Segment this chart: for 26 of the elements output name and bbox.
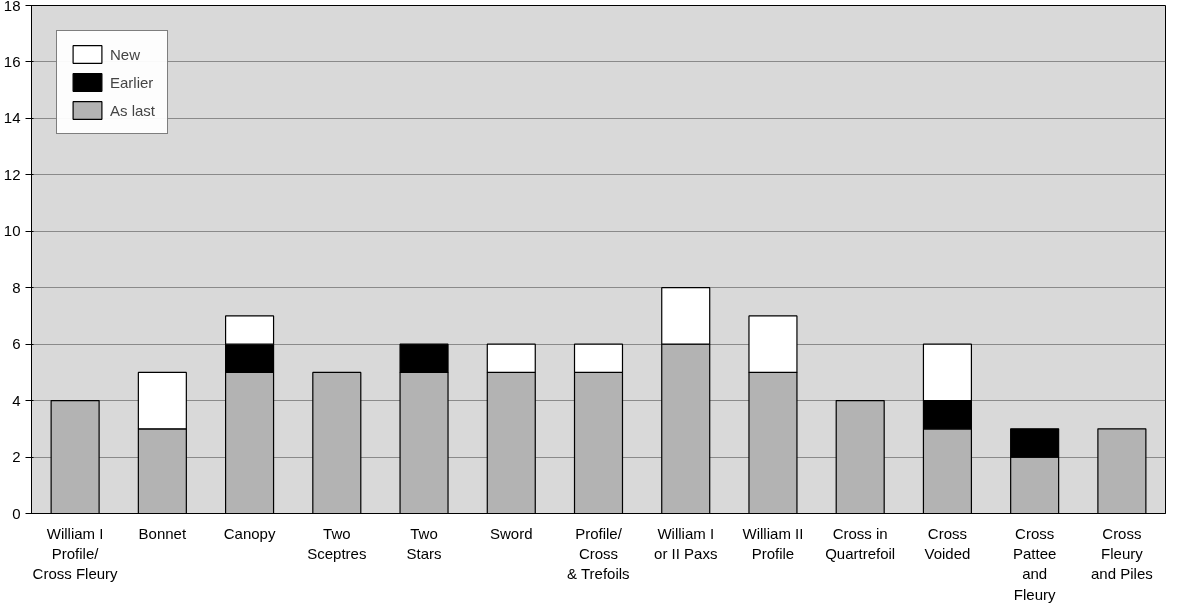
y-tick-label: 18 [3, 0, 21, 14]
y-tick-label: 2 [12, 448, 21, 466]
legend-label: As last [110, 101, 156, 119]
x-tick-label: Two Sceptres [307, 524, 367, 562]
y-tick-label: 16 [3, 52, 21, 70]
y-tick-label: 12 [3, 165, 21, 183]
x-tick-label: Two Stars [406, 524, 442, 562]
x-tick-label: William I or II Paxs [654, 524, 718, 562]
x-tick-label: Cross Voided [924, 524, 971, 562]
x-tick-label: Canopy [223, 524, 276, 542]
y-tick-label: 6 [12, 335, 21, 353]
x-tick-label: William II Profile [742, 524, 804, 562]
y-tick-label: 4 [12, 391, 21, 409]
legend-label: Earlier [110, 73, 154, 91]
x-tick-label: Cross Pattee and Fleury [1012, 524, 1057, 603]
x-tick-label: Cross Fleury and Piles [1091, 524, 1153, 583]
x-tick-label: Profile/ Cross & Trefoils [567, 524, 630, 583]
x-tick-label: Sword [490, 524, 533, 542]
y-tick-label: 14 [3, 109, 21, 127]
x-tick-label: Bonnet [138, 524, 187, 542]
y-tick-label: 8 [12, 278, 21, 296]
y-tick-label: 10 [3, 222, 21, 240]
legend-label: New [110, 45, 141, 63]
y-tick-label: 0 [12, 504, 21, 522]
x-tick-label: William I Profile/ Cross Fleury [32, 524, 119, 583]
x-tick-label: Cross in Quartrefoil [825, 524, 896, 562]
